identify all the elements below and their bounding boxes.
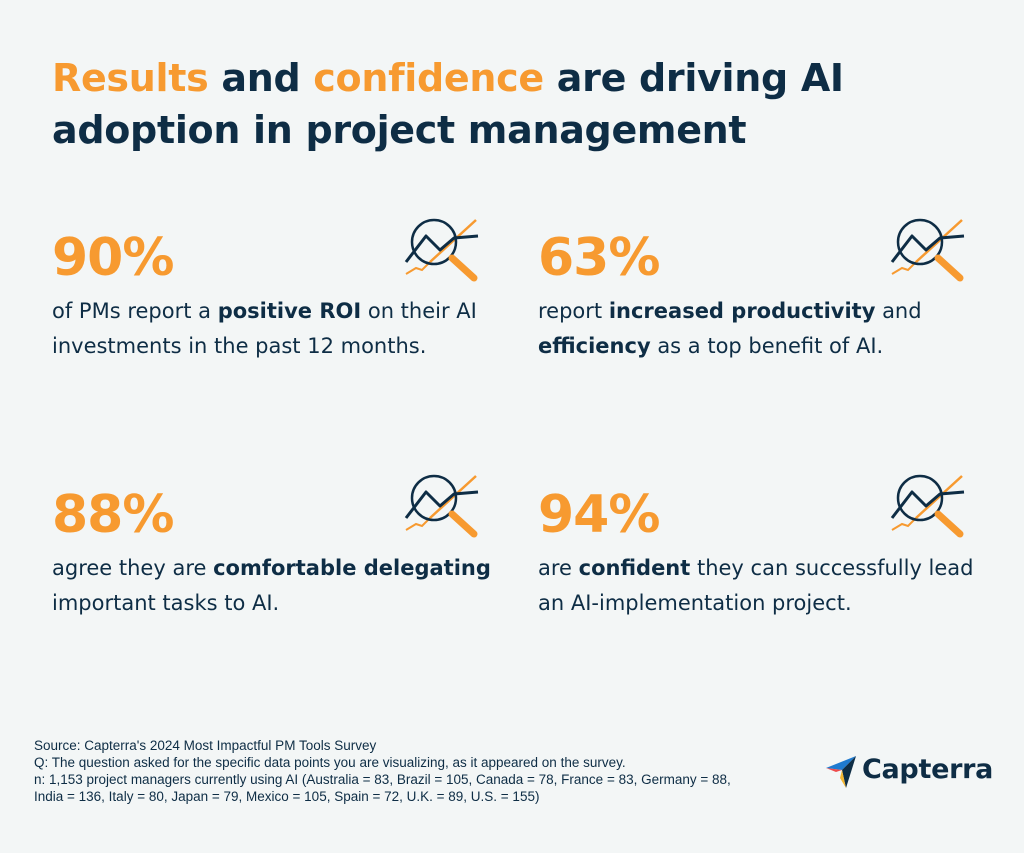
stat-highlight: efficiency bbox=[538, 334, 651, 358]
stat-description: report increased productivity and effici… bbox=[538, 294, 978, 364]
stat-value: 90% bbox=[52, 228, 174, 288]
stat-card: 90% of PMs report a positive ROI on thei… bbox=[52, 228, 492, 364]
stat-value: 63% bbox=[538, 228, 660, 288]
stat-highlight: comfortable delegating bbox=[213, 556, 491, 580]
capterra-logo: Capterra bbox=[824, 752, 994, 792]
sample-line-cont: India = 136, Italy = 80, Japan = 79, Mex… bbox=[34, 789, 540, 804]
stat-text: important tasks to AI. bbox=[52, 591, 280, 615]
source-line: Source: Capterra's 2024 Most Impactful P… bbox=[34, 738, 377, 753]
question-line: Q: The question asked for the specific d… bbox=[34, 755, 626, 770]
stat-highlight: confident bbox=[578, 556, 691, 580]
sample-line: n: 1,153 project managers currently usin… bbox=[34, 772, 731, 787]
page-title: Results and confidence are driving AI ad… bbox=[52, 52, 952, 156]
stat-text: and bbox=[875, 299, 922, 323]
title-text-adoption: adoption in project management bbox=[52, 108, 747, 152]
magnifier-trend-chart-icon bbox=[890, 218, 965, 282]
stat-value: 94% bbox=[538, 485, 660, 545]
source-notes: Source: Capterra's 2024 Most Impactful P… bbox=[34, 737, 814, 805]
stat-text: of PMs report a bbox=[52, 299, 218, 323]
capterra-arrow-icon bbox=[826, 756, 856, 788]
stat-text: as a top benefit of AI. bbox=[650, 334, 884, 358]
stat-text: they can successfully lead an AI-impleme… bbox=[538, 556, 974, 615]
stat-highlight: positive ROI bbox=[217, 299, 362, 323]
stat-card: 63% report increased productivity and ef… bbox=[538, 228, 978, 364]
title-accent-results: Results bbox=[52, 56, 209, 100]
stat-text: agree they are bbox=[52, 556, 214, 580]
magnifier-trend-chart-icon bbox=[890, 474, 965, 538]
stat-text: are bbox=[538, 556, 579, 580]
title-text-driving: are driving AI bbox=[543, 56, 844, 100]
stat-description: of PMs report a positive ROI on their AI… bbox=[52, 294, 492, 364]
stat-description: agree they are comfortable delegating im… bbox=[52, 551, 492, 621]
stat-value: 88% bbox=[52, 485, 174, 545]
stat-text: report bbox=[538, 299, 609, 323]
magnifier-trend-chart-icon bbox=[404, 218, 479, 282]
logo-text: Capterra bbox=[862, 754, 994, 785]
stat-description: are confident they can successfully lead… bbox=[538, 551, 978, 621]
stat-highlight: increased productivity bbox=[608, 299, 876, 323]
stat-card: 88% agree they are comfortable delegatin… bbox=[52, 485, 492, 621]
title-text-and: and bbox=[208, 56, 314, 100]
stat-card: 94% are confident they can successfully … bbox=[538, 485, 978, 621]
magnifier-trend-chart-icon bbox=[404, 474, 479, 538]
stat-text: on their AI investments in the past 12 m… bbox=[52, 299, 477, 358]
title-accent-confidence: confidence bbox=[313, 56, 544, 100]
